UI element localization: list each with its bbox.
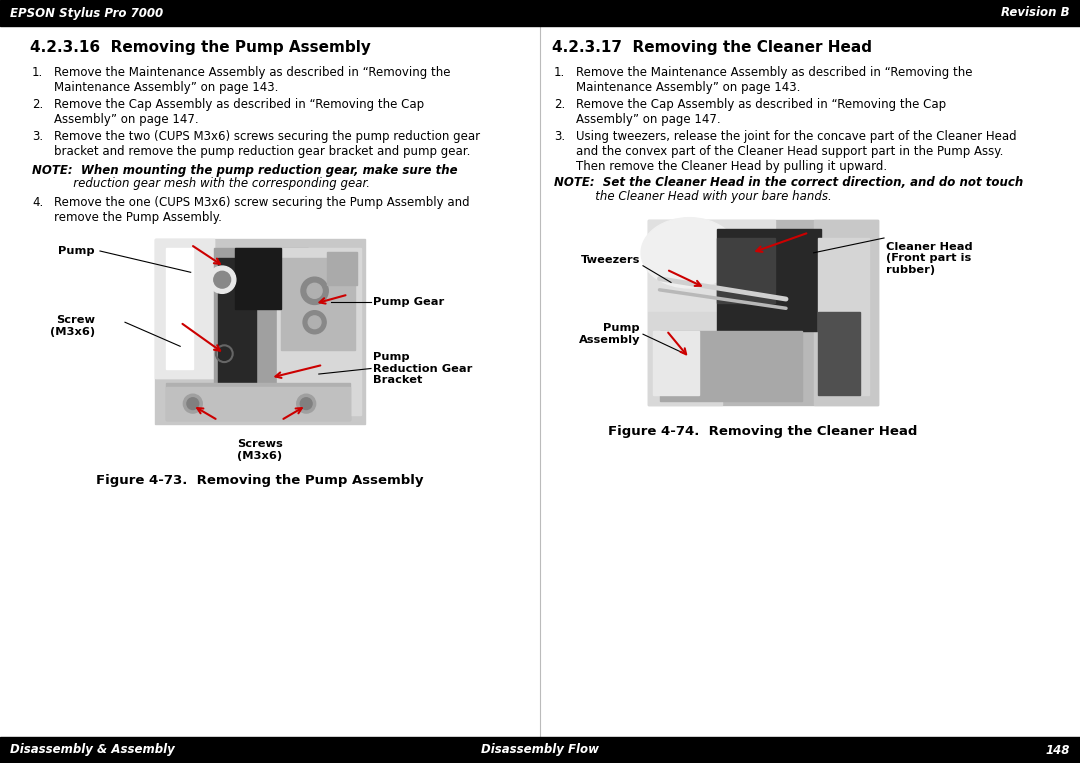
Circle shape	[300, 398, 312, 410]
Text: Pump
Reduction Gear
Bracket: Pump Reduction Gear Bracket	[373, 352, 472, 385]
Bar	[165, 383, 350, 420]
Text: 148: 148	[1045, 743, 1070, 756]
Bar	[0, 737, 1080, 763]
Text: Revision B: Revision B	[1001, 7, 1070, 20]
Bar	[276, 248, 361, 415]
Text: Remove the Maintenance Assembly as described in “Removing the
Maintenance Assemb: Remove the Maintenance Assembly as descr…	[576, 66, 972, 94]
Bar	[0, 0, 1080, 26]
Text: Figure 4-73.  Removing the Pump Assembly: Figure 4-73. Removing the Pump Assembly	[96, 474, 423, 487]
Circle shape	[308, 316, 321, 329]
Text: EPSON Stylus Pro 7000: EPSON Stylus Pro 7000	[10, 7, 163, 20]
Text: Tweezers: Tweezers	[581, 255, 640, 266]
Text: Figure 4-74.  Removing the Cleaner Head: Figure 4-74. Removing the Cleaner Head	[608, 424, 918, 437]
Circle shape	[208, 266, 235, 293]
Circle shape	[303, 311, 326, 333]
Bar	[648, 312, 721, 404]
Bar	[234, 248, 281, 309]
Text: 2.: 2.	[32, 98, 43, 111]
Text: Remove the Cap Assembly as described in “Removing the Cap
Assembly” on page 147.: Remove the Cap Assembly as described in …	[576, 98, 946, 126]
Text: Pump
Assembly: Pump Assembly	[579, 324, 640, 345]
Text: 4.2.3.16  Removing the Pump Assembly: 4.2.3.16 Removing the Pump Assembly	[30, 40, 370, 55]
Bar	[648, 220, 878, 404]
Text: 4.2.3.17  Removing the Cleaner Head: 4.2.3.17 Removing the Cleaner Head	[552, 40, 872, 55]
Text: Remove the one (CUPS M3x6) screw securing the Pump Assembly and
remove the Pump : Remove the one (CUPS M3x6) screw securin…	[54, 196, 470, 224]
Text: Disassembly & Assembly: Disassembly & Assembly	[10, 743, 175, 756]
Bar	[156, 239, 365, 424]
Text: Screw
(M3x6): Screw (M3x6)	[50, 315, 95, 336]
Text: Disassembly Flow: Disassembly Flow	[481, 743, 599, 756]
Ellipse shape	[642, 217, 738, 288]
Circle shape	[297, 394, 315, 413]
Bar	[819, 238, 868, 395]
Bar	[281, 257, 354, 350]
Bar	[660, 330, 802, 401]
Circle shape	[307, 283, 322, 298]
Bar	[165, 248, 193, 369]
Text: Pump: Pump	[58, 246, 95, 256]
Text: 3.: 3.	[554, 130, 565, 143]
Text: 1.: 1.	[554, 66, 565, 79]
Text: Screws
(M3x6): Screws (M3x6)	[238, 439, 283, 461]
Text: NOTE:  Set the Cleaner Head in the correct direction, and do not touch: NOTE: Set the Cleaner Head in the correc…	[554, 176, 1023, 189]
Bar	[218, 257, 256, 396]
Bar	[717, 229, 821, 330]
Text: 1.: 1.	[32, 66, 43, 79]
Text: Pump Gear: Pump Gear	[373, 297, 444, 307]
Bar	[165, 387, 350, 420]
Bar	[156, 239, 214, 378]
Text: 3.: 3.	[32, 130, 43, 143]
Bar	[813, 220, 878, 404]
Text: Remove the Cap Assembly as described in “Removing the Cap
Assembly” on page 147.: Remove the Cap Assembly as described in …	[54, 98, 424, 126]
Bar	[648, 220, 774, 312]
Bar	[327, 252, 356, 285]
Text: NOTE:  When mounting the pump reduction gear, make sure the: NOTE: When mounting the pump reduction g…	[32, 164, 458, 177]
Circle shape	[187, 398, 199, 410]
Bar	[214, 248, 308, 415]
Circle shape	[214, 272, 231, 288]
Text: the Cleaner Head with your bare hands.: the Cleaner Head with your bare hands.	[554, 190, 832, 203]
Text: Remove the Maintenance Assembly as described in “Removing the
Maintenance Assemb: Remove the Maintenance Assembly as descr…	[54, 66, 450, 94]
Text: Cleaner Head
(Front part is
rubber): Cleaner Head (Front part is rubber)	[886, 242, 973, 275]
Text: reduction gear mesh with the corresponding gear.: reduction gear mesh with the correspondi…	[32, 178, 370, 191]
Circle shape	[301, 277, 328, 304]
Text: Remove the two (CUPS M3x6) screws securing the pump reduction gear
bracket and r: Remove the two (CUPS M3x6) screws securi…	[54, 130, 481, 158]
Bar	[717, 238, 774, 303]
Text: 2.: 2.	[554, 98, 565, 111]
Bar	[819, 312, 860, 395]
Bar	[652, 330, 699, 395]
Text: 4.: 4.	[32, 196, 43, 209]
Circle shape	[184, 394, 202, 413]
Bar	[156, 239, 214, 378]
Text: Using tweezers, release the joint for the concave part of the Cleaner Head
and t: Using tweezers, release the joint for th…	[576, 130, 1016, 173]
